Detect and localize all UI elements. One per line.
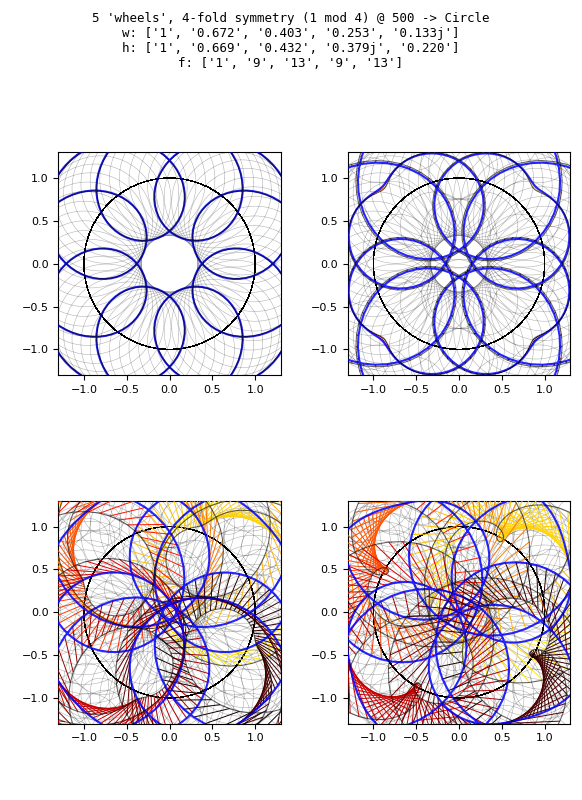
- Text: 5 'wheels', 4-fold symmetry (1 mod 4) @ 500 -> Circle
w: ['1', '0.672', '0.403',: 5 'wheels', 4-fold symmetry (1 mod 4) @ …: [93, 12, 489, 70]
